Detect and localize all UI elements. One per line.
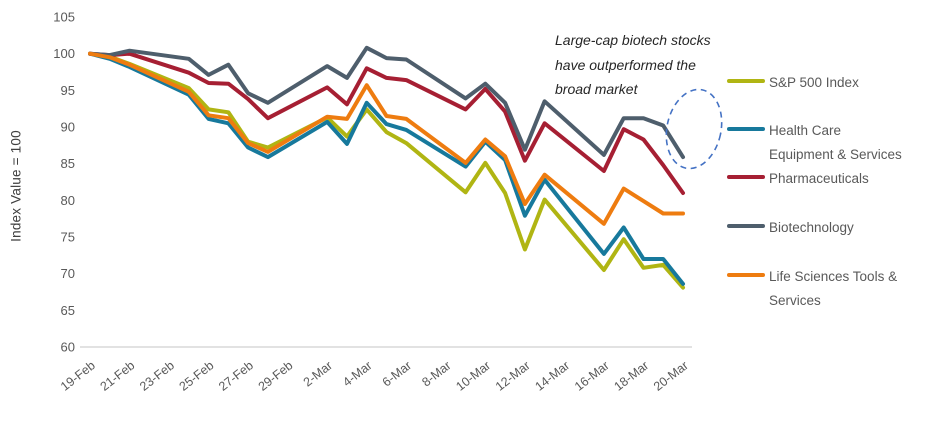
x-axis-tick-label: 25-Feb	[177, 358, 217, 393]
annotation-text: Large-cap biotech stocks have outperform…	[555, 28, 755, 102]
annotation-line: broad market	[555, 81, 638, 97]
x-axis-tick-label: 16-Mar	[572, 358, 612, 393]
biotechnology-line-swatch	[727, 224, 765, 228]
annotation-line: have outperformed the	[555, 56, 696, 73]
x-axis-tick-label: 18-Mar	[611, 358, 651, 393]
x-axis-tick-label: 21-Feb	[98, 358, 138, 393]
y-axis-tick-label: 75	[61, 230, 75, 245]
legend-label: Pharmaceuticals	[769, 171, 869, 186]
legend-item-pharmaceuticals: Pharmaceuticals	[727, 167, 869, 191]
y-axis-tick-label: 70	[61, 266, 75, 281]
series-line-life-sciences-tools-services	[88, 51, 685, 226]
x-axis-tick-label: 27-Feb	[216, 358, 256, 393]
series-line-pharmaceuticals	[88, 51, 685, 195]
x-axis-tick-label: 23-Feb	[137, 358, 177, 393]
x-axis-tick-label: 29-Feb	[256, 358, 296, 393]
y-axis-tick-label: 60	[61, 340, 75, 355]
y-axis-tick-label: 90	[61, 120, 75, 135]
x-axis-tick-label: 6-Mar	[380, 358, 414, 389]
x-axis-tick-label: 2-Mar	[301, 358, 335, 389]
series-line-health-care-equipment-services	[88, 51, 685, 286]
series-line-s-p-500-index	[88, 51, 685, 290]
y-axis-tick-label: 65	[61, 303, 75, 318]
legend-item-life-sciences: Life Sciences Tools & Services	[727, 265, 897, 313]
y-axis-tick-label: 80	[61, 193, 75, 208]
x-axis-tick-label: 8-Mar	[419, 358, 453, 389]
legend-label: Biotechnology	[769, 220, 854, 235]
legend-label: Life Sciences Tools & Services	[769, 269, 898, 308]
annotation-line: Large-cap biotech stocks	[555, 32, 711, 48]
legend-item-biotechnology: Biotechnology	[727, 216, 854, 240]
legend-item-sp500: S&P 500 Index	[727, 71, 859, 95]
y-axis-tick-label: 85	[61, 156, 75, 171]
legend-item-health-care-equipment: Health Care Equipment & Services	[727, 119, 902, 167]
x-axis-tick-label: 20-Mar	[651, 358, 691, 393]
x-axis-tick-label: 19-Feb	[58, 358, 98, 393]
y-axis-tick-label: 100	[53, 46, 75, 61]
x-axis-tick-label: 4-Mar	[340, 358, 374, 389]
x-axis-tick-label: 10-Mar	[453, 358, 493, 393]
life-sciences-line-swatch	[727, 273, 765, 277]
legend-label: S&P 500 Index	[769, 75, 859, 90]
series-line-biotechnology	[88, 45, 685, 160]
y-axis-tick-label: 95	[61, 83, 75, 98]
legend-label: Health Care Equipment & Services	[769, 123, 902, 162]
y-axis-title: Index Value = 100	[8, 130, 24, 242]
pharmaceuticals-line-swatch	[727, 175, 765, 179]
x-axis-tick-label: 14-Mar	[532, 358, 572, 393]
y-axis-tick-label: 105	[53, 10, 75, 25]
sp500-line-swatch	[727, 79, 765, 83]
health-care-line-swatch	[727, 127, 765, 131]
x-axis-tick-label: 12-Mar	[493, 358, 533, 393]
highlight-ellipse	[665, 88, 723, 170]
